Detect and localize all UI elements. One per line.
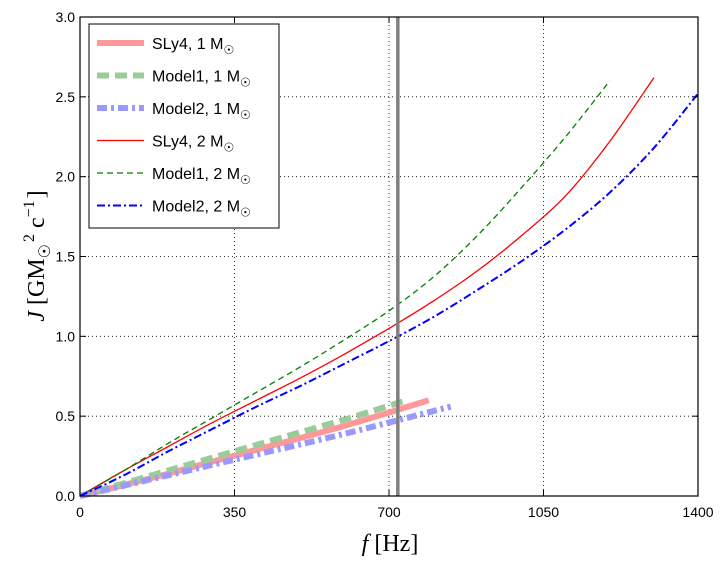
y-tick-label: 1.0 (56, 328, 76, 344)
y-tick-label: 1.5 (56, 249, 76, 265)
x-tick-label: 350 (223, 504, 247, 520)
series-line-3 (79, 403, 452, 499)
axis-ticks: 0 350 700 1050 1400 0.0 0.5 1.0 1.5 2.0 2.5 3.0 (56, 9, 714, 520)
series-line-2 (79, 397, 408, 499)
x-tick-label: 0 (76, 504, 84, 520)
legend-label: SLy4, 1 M☉ (152, 36, 234, 57)
y-tick-label: 3.0 (56, 9, 76, 25)
x-tick-label: 1400 (682, 504, 713, 520)
series-line-4 (79, 77, 655, 497)
y-tick-label: 2.0 (56, 169, 76, 185)
legend: SLy4, 1 M☉ Model1, 1 M☉ Model2, 1 M☉ SLy4, … (88, 23, 280, 229)
legend-label: Model1, 2 M☉ (152, 166, 251, 187)
legend-label: Model2, 2 M☉ (152, 199, 251, 220)
y-tick-label: 0.5 (56, 408, 76, 424)
series-line-6 (79, 92, 699, 497)
y-tick-label: 2.5 (56, 89, 76, 105)
x-tick-label: 700 (377, 504, 401, 520)
series-lines (79, 77, 699, 499)
series-line-5 (79, 80, 611, 497)
legend-label: Model2, 1 M☉ (152, 101, 251, 122)
legend-box (88, 23, 280, 229)
y-axis-label: J[GM☉2c−1] (21, 190, 54, 321)
y-tick-label: 0.0 (56, 488, 76, 504)
legend-label: SLy4, 2 M☉ (152, 134, 234, 155)
legend-label: Model1, 1 M☉ (152, 69, 251, 90)
x-axis-label: f [Hz] (362, 531, 419, 557)
x-tick-label: 1050 (528, 504, 559, 520)
grid (80, 17, 698, 496)
